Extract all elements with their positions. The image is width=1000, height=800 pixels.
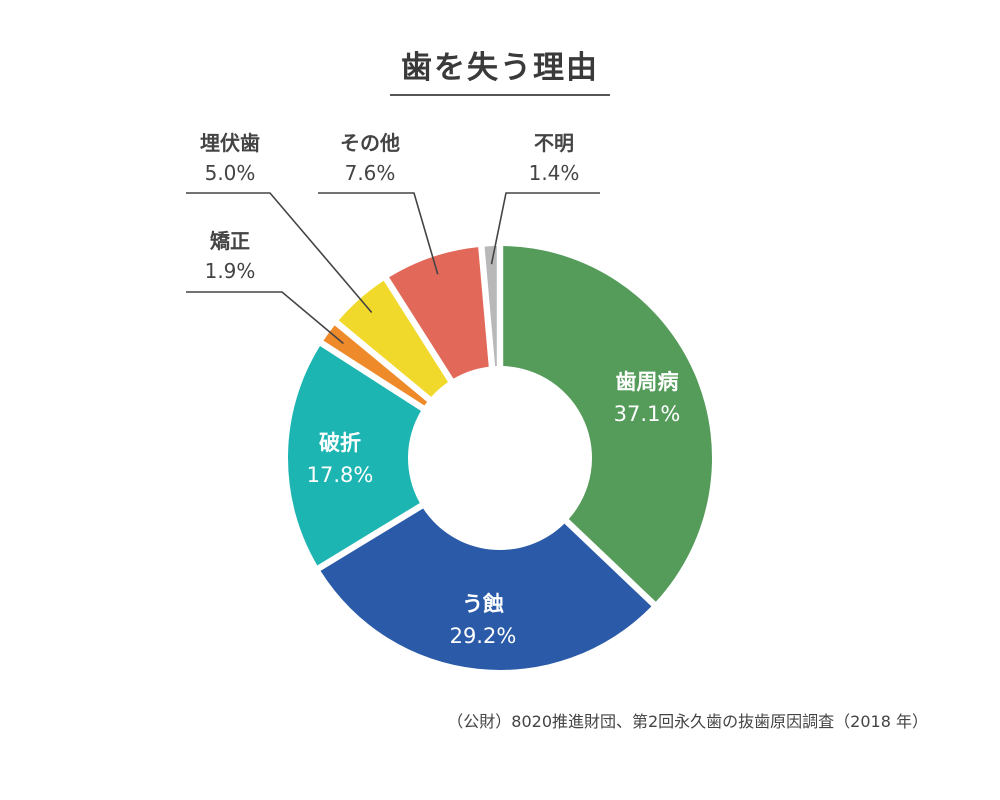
- leader-line-4: [186, 192, 373, 313]
- chart-title: 歯を失う理由: [401, 50, 599, 86]
- slice-value-6: 1.4%: [529, 161, 580, 185]
- slice-value-3: 1.9%: [205, 259, 256, 283]
- slice-4: [338, 280, 449, 397]
- slice-value-0: 37.1%: [614, 402, 681, 426]
- slice-6: [484, 246, 497, 367]
- slice-label-3: 矯正: [210, 229, 250, 253]
- slice-value-1: 29.2%: [450, 624, 517, 648]
- slice-value-5: 7.6%: [345, 161, 396, 185]
- slice-label-1: う蝕: [462, 592, 504, 616]
- title-underline: [390, 94, 610, 96]
- slice-label-2: 破折: [319, 431, 361, 455]
- slice-label-5: その他: [340, 131, 400, 155]
- slice-2: [288, 345, 421, 566]
- slice-label-0: 歯周病: [616, 370, 679, 394]
- slice-5: [389, 247, 489, 379]
- leader-line-6: [490, 192, 600, 265]
- source-note: （公財）8020推進財団、第2回永久歯の抜歯原因調査（2018 年）: [447, 712, 928, 731]
- leader-line-3: [186, 291, 344, 345]
- leader-line-5: [318, 192, 439, 275]
- slice-value-2: 17.8%: [307, 463, 374, 487]
- slice-3: [323, 325, 428, 406]
- slice-value-4: 5.0%: [205, 161, 256, 185]
- slice-label-4: 埋伏歯: [200, 131, 260, 155]
- slice-1: [320, 508, 652, 670]
- slice-label-6: 不明: [534, 131, 574, 155]
- slice-0: [503, 246, 712, 602]
